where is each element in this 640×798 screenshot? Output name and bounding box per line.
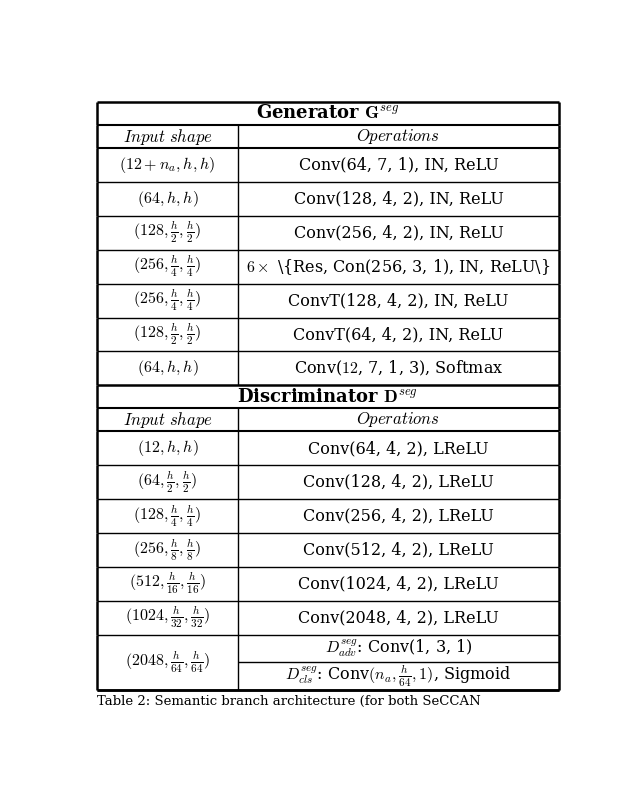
Text: Generator $\mathbf{G}^{seg}$: Generator $\mathbf{G}^{seg}$: [256, 105, 400, 122]
Text: ConvT(64, 4, 2), IN, ReLU: ConvT(64, 4, 2), IN, ReLU: [293, 326, 504, 343]
Text: Table 2: Semantic branch architecture (for both SeCCAN: Table 2: Semantic branch architecture (f…: [97, 695, 481, 708]
Text: $\mathit{Operations}$: $\mathit{Operations}$: [356, 127, 440, 146]
Text: Conv(128, 4, 2), IN, ReLU: Conv(128, 4, 2), IN, ReLU: [294, 191, 504, 207]
Text: Conv(64, 7, 1), IN, ReLU: Conv(64, 7, 1), IN, ReLU: [298, 156, 499, 173]
Text: $D_{adv}^{seg}$: Conv(1, 3, 1): $D_{adv}^{seg}$: Conv(1, 3, 1): [324, 638, 472, 659]
Text: $\mathit{Input\ shape}$: $\mathit{Input\ shape}$: [122, 410, 212, 430]
Text: $(64, \frac{h}{2}, \frac{h}{2})$: $(64, \frac{h}{2}, \frac{h}{2})$: [138, 470, 198, 495]
Text: Conv(256, 4, 2), LReLU: Conv(256, 4, 2), LReLU: [303, 508, 494, 524]
Text: Conv($\mathbf{12}$, 7, 1, 3), Softmax: Conv($\mathbf{12}$, 7, 1, 3), Softmax: [294, 359, 503, 378]
Text: $(\mathbf{12} + n_a, h, h)$: $(\mathbf{12} + n_a, h, h)$: [120, 155, 216, 175]
Text: $\mathit{Operations}$: $\mathit{Operations}$: [356, 410, 440, 429]
Text: ConvT(128, 4, 2), IN, ReLU: ConvT(128, 4, 2), IN, ReLU: [288, 292, 509, 309]
Text: $(128, \frac{h}{2}, \frac{h}{2})$: $(128, \frac{h}{2}, \frac{h}{2})$: [133, 220, 202, 245]
Text: $(1024, \frac{h}{32}, \frac{h}{32})$: $(1024, \frac{h}{32}, \frac{h}{32})$: [125, 605, 211, 630]
Text: $(512, \frac{h}{16}, \frac{h}{16})$: $(512, \frac{h}{16}, \frac{h}{16})$: [129, 571, 206, 596]
Text: Conv(1024, 4, 2), LReLU: Conv(1024, 4, 2), LReLU: [298, 575, 499, 592]
Text: $(64, h, h)$: $(64, h, h)$: [137, 189, 198, 209]
Text: Conv(64, 4, 2), LReLU: Conv(64, 4, 2), LReLU: [308, 440, 489, 457]
Text: Conv(512, 4, 2), LReLU: Conv(512, 4, 2), LReLU: [303, 542, 494, 559]
Text: Conv(128, 4, 2), LReLU: Conv(128, 4, 2), LReLU: [303, 474, 494, 491]
Text: $6\times$ \{Res, Con(256, 3, 1), IN, ReLU\}: $6\times$ \{Res, Con(256, 3, 1), IN, ReL…: [246, 257, 550, 277]
Text: $(2048, \frac{h}{64}, \frac{h}{64})$: $(2048, \frac{h}{64}, \frac{h}{64})$: [125, 650, 211, 675]
Text: $D_{cls}^{seg}$: Conv$(n_a, \frac{h}{64}, 1)$, Sigmoid: $D_{cls}^{seg}$: Conv$(n_a, \frac{h}{64}…: [285, 664, 511, 689]
Text: $\mathit{Input\ shape}$: $\mathit{Input\ shape}$: [122, 127, 212, 147]
Text: Conv(2048, 4, 2), LReLU: Conv(2048, 4, 2), LReLU: [298, 610, 499, 626]
Text: $(128, \frac{h}{2}, \frac{h}{2})$: $(128, \frac{h}{2}, \frac{h}{2})$: [133, 322, 202, 347]
Text: $(256, \frac{h}{4}, \frac{h}{4})$: $(256, \frac{h}{4}, \frac{h}{4})$: [133, 254, 202, 279]
Text: $(128, \frac{h}{4}, \frac{h}{4})$: $(128, \frac{h}{4}, \frac{h}{4})$: [133, 504, 202, 529]
Text: Conv(256, 4, 2), IN, ReLU: Conv(256, 4, 2), IN, ReLU: [294, 224, 504, 241]
Text: $(256, \frac{h}{8}, \frac{h}{8})$: $(256, \frac{h}{8}, \frac{h}{8})$: [133, 538, 202, 563]
Text: $(\mathbf{12}, h, h)$: $(\mathbf{12}, h, h)$: [137, 438, 198, 458]
Text: $(256, \frac{h}{4}, \frac{h}{4})$: $(256, \frac{h}{4}, \frac{h}{4})$: [133, 288, 202, 313]
Text: $(64, h, h)$: $(64, h, h)$: [137, 358, 198, 378]
Text: Discriminator $\mathbf{D}^{seg}$: Discriminator $\mathbf{D}^{seg}$: [237, 388, 419, 406]
